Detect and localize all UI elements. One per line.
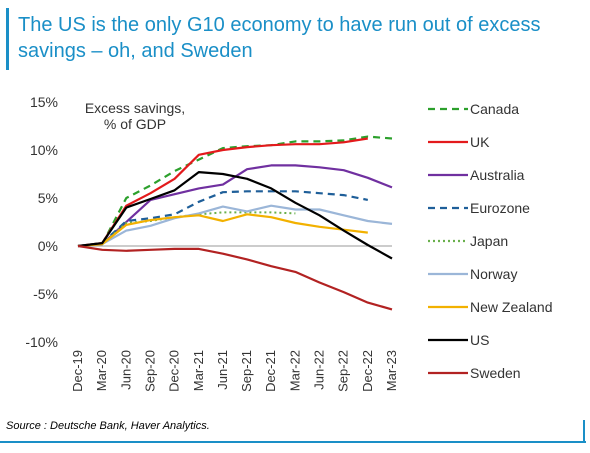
- series-line-new-zealand: [77, 213, 368, 248]
- x-tick-label: Dec-21: [263, 350, 278, 392]
- bottom-rule: [0, 441, 586, 443]
- x-tick-label: Mar-22: [287, 350, 302, 391]
- x-tick-label: Mar-20: [94, 350, 109, 391]
- source-note: Source : Deutsche Bank, Haver Analytics.: [6, 420, 210, 432]
- series-line-us: [77, 171, 393, 260]
- chart-title: The US is the only G10 economy to have r…: [18, 14, 541, 62]
- x-tick-label: Sep-22: [336, 350, 351, 392]
- legend: Canada UK Australia Eurozone Japan Norway New …: [428, 101, 553, 381]
- x-tick-label: Jun-20: [118, 350, 133, 390]
- legend-label-us: US: [470, 332, 489, 348]
- legend-label-new-zealand: New Zealand: [470, 299, 553, 315]
- series-line-norway: [77, 204, 393, 248]
- x-tick-label: Dec-20: [167, 350, 182, 392]
- legend-label-uk: UK: [470, 134, 490, 150]
- x-tick-label: Jun-21: [215, 350, 230, 390]
- legend-label-eurozone: Eurozone: [470, 200, 530, 216]
- x-tick-label: Dec-22: [360, 350, 375, 392]
- y-tick-label: -5%: [33, 286, 58, 302]
- series-line-canada: [77, 135, 393, 248]
- series-line-eurozone: [77, 190, 369, 248]
- series-line-uk: [77, 137, 368, 248]
- right-rule: [583, 420, 585, 443]
- legend-label-sweden: Sweden: [470, 365, 521, 381]
- series-line-sweden: [77, 244, 393, 311]
- legend-label-japan: Japan: [470, 233, 508, 249]
- legend-label-canada: Canada: [470, 101, 519, 117]
- x-tick-label: Mar-21: [191, 350, 206, 391]
- x-tick-label: Jun-22: [312, 350, 327, 390]
- y-tick-label: 10%: [30, 142, 58, 158]
- x-axis: Dec-19 Mar-20 Jun-20 Sep-20 Dec-20 Mar-21 Jun-…: [70, 245, 399, 392]
- y-tick-label: -10%: [25, 334, 58, 350]
- y-tick-label: 5%: [38, 190, 58, 206]
- legend-label-australia: Australia: [470, 167, 525, 183]
- y-tick-label: 15%: [30, 94, 58, 110]
- y-axis: 15% 10% 5% 0% -5% -10%: [25, 94, 58, 350]
- y-axis-label: Excess savings,% of GDP: [85, 100, 185, 132]
- series-lines: [77, 135, 393, 311]
- x-tick-label: Mar-23: [384, 350, 399, 391]
- line-chart: 15% 10% 5% 0% -5% -10% Dec-19 Mar-20 Jun-20 Sep-…: [25, 94, 553, 392]
- x-tick-label: Sep-21: [239, 350, 254, 392]
- legend-label-norway: Norway: [470, 266, 517, 282]
- x-tick-label: Sep-20: [142, 350, 157, 392]
- title-accent-bar: [6, 8, 9, 70]
- x-tick-label: Dec-19: [70, 350, 85, 392]
- y-tick-label: 0%: [38, 238, 58, 254]
